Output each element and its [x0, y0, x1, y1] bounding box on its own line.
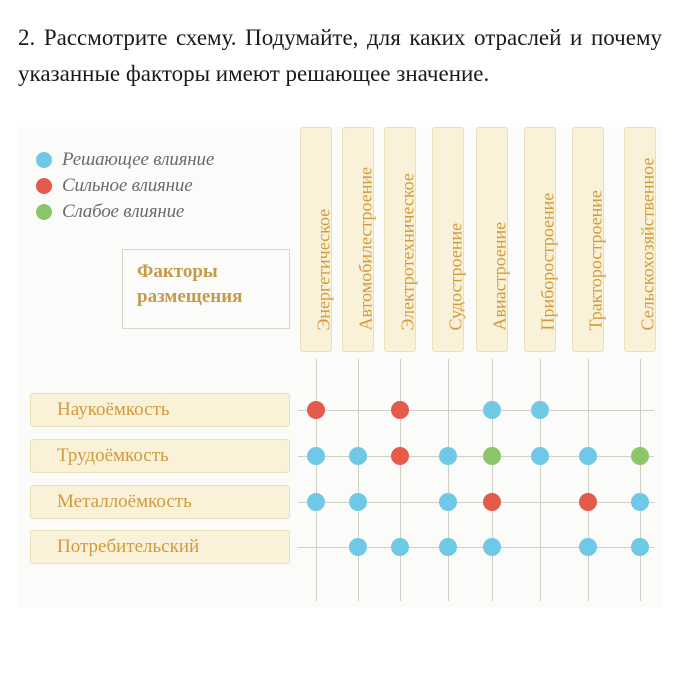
influence-dot: [391, 538, 409, 556]
row-header: Наукоёмкость: [30, 393, 290, 427]
influence-dot: [631, 493, 649, 511]
column-header-label: Энергетическое: [314, 122, 335, 331]
influence-dot: [439, 538, 457, 556]
influence-dot: [579, 447, 597, 465]
column-header-label: Приборостроение: [538, 122, 559, 331]
influence-dot: [307, 401, 325, 419]
column-header: Энергетическое: [300, 127, 332, 352]
column-header: Автомобилестроение: [342, 127, 374, 352]
column-header-label: Электротехническое: [398, 122, 419, 331]
influence-dot: [579, 493, 597, 511]
factor-matrix-chart: Решающее влияние Сильное влияние Слабое …: [18, 127, 662, 607]
influence-dot: [439, 447, 457, 465]
legend-item: Сильное влияние: [36, 175, 214, 197]
column-header: Сельскохозяйственное: [624, 127, 656, 352]
question-text: 2. Рассмотрите схему. Подумайте, для как…: [18, 20, 662, 91]
gridline-vertical: [358, 359, 359, 601]
row-header: Потребительский: [30, 530, 290, 564]
influence-dot: [439, 493, 457, 511]
row-header-label: Металлоёмкость: [57, 491, 192, 513]
gridline-vertical: [448, 359, 449, 601]
influence-dot: [531, 401, 549, 419]
row-header: Металлоёмкость: [30, 485, 290, 519]
influence-dot: [307, 447, 325, 465]
column-header-label: Авиастроение: [490, 122, 511, 331]
influence-dot: [349, 538, 367, 556]
gridline-vertical: [640, 359, 641, 601]
influence-dot: [307, 493, 325, 511]
influence-dot: [579, 538, 597, 556]
column-header-label: Автомобилестроение: [356, 122, 377, 331]
legend: Решающее влияние Сильное влияние Слабое …: [36, 149, 214, 227]
gridline-vertical: [316, 359, 317, 601]
row-header-label: Потребительский: [57, 536, 199, 558]
column-header-label: Тракторостроение: [586, 122, 607, 331]
legend-label: Слабое влияние: [62, 201, 184, 223]
gridline-vertical: [540, 359, 541, 601]
row-header-label: Наукоёмкость: [57, 399, 170, 421]
column-header: Электротехническое: [384, 127, 416, 352]
influence-dot: [349, 447, 367, 465]
column-header: Приборостроение: [524, 127, 556, 352]
influence-dot: [483, 401, 501, 419]
gridline-vertical: [588, 359, 589, 601]
influence-dot: [391, 447, 409, 465]
legend-item: Решающее влияние: [36, 149, 214, 171]
influence-dot: [483, 538, 501, 556]
gridline-horizontal: [298, 410, 654, 411]
legend-dot-strong: [36, 178, 52, 194]
gridline-vertical: [492, 359, 493, 601]
influence-dot: [483, 447, 501, 465]
column-header: Тракторостроение: [572, 127, 604, 352]
column-header-label: Сельскохозяйственное: [638, 122, 659, 331]
column-header-label: Судостроение: [446, 122, 467, 331]
column-header: Авиастроение: [476, 127, 508, 352]
row-header: Трудоёмкость: [30, 439, 290, 473]
legend-item: Слабое влияние: [36, 201, 214, 223]
influence-dot: [631, 538, 649, 556]
factors-title: Факторы размещения: [137, 260, 275, 309]
influence-dot: [631, 447, 649, 465]
row-header-label: Трудоёмкость: [57, 445, 169, 467]
legend-dot-decisive: [36, 152, 52, 168]
legend-dot-weak: [36, 204, 52, 220]
legend-label: Решающее влияние: [62, 149, 214, 171]
influence-dot: [349, 493, 367, 511]
gridline-vertical: [400, 359, 401, 601]
influence-dot: [391, 401, 409, 419]
legend-label: Сильное влияние: [62, 175, 192, 197]
factors-title-box: Факторы размещения: [122, 249, 290, 329]
influence-dot: [531, 447, 549, 465]
column-header: Судостроение: [432, 127, 464, 352]
influence-dot: [483, 493, 501, 511]
